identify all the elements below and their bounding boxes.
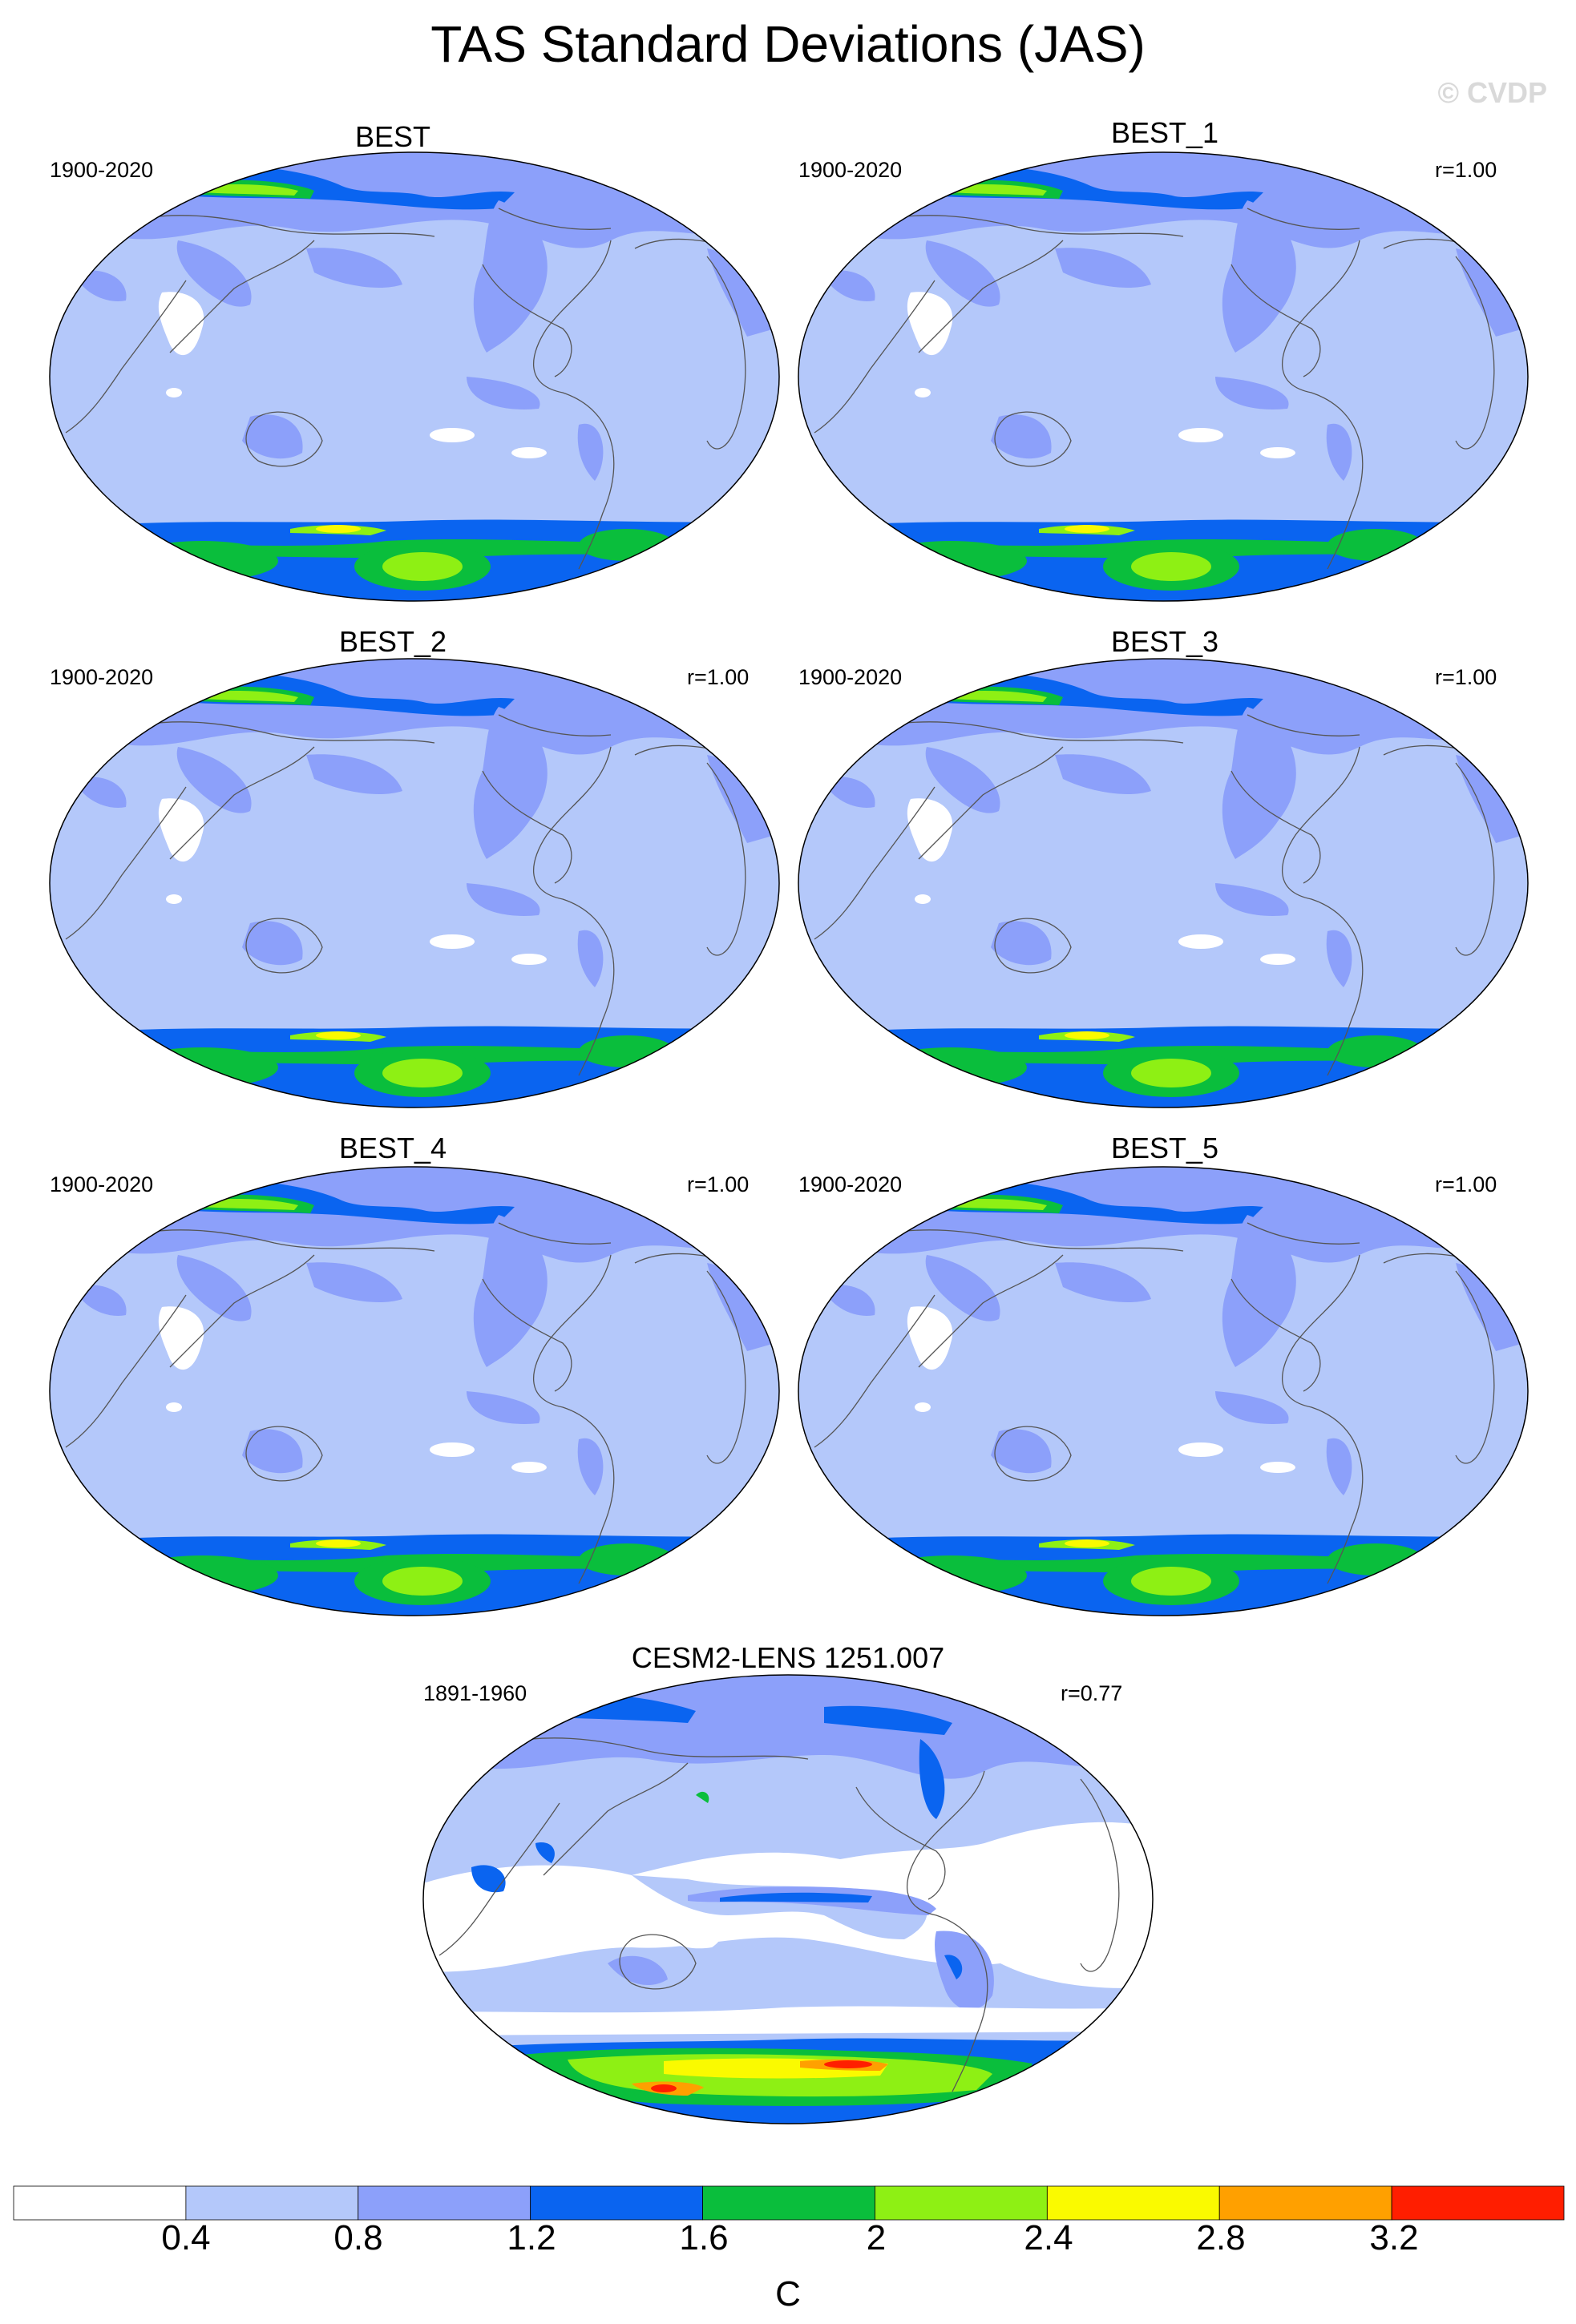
panel-r-cesm2: r=0.77 [1061, 1681, 1123, 1705]
panel-period-best-3: 1900-2020 [798, 665, 903, 689]
panel-r-best-3: r=1.00 [1435, 665, 1497, 689]
panel-period-best-1: 1900-2020 [798, 158, 903, 182]
colorbar-tick-label: 0.8 [333, 2218, 383, 2257]
map-best-3 [798, 659, 1528, 1108]
panel-period-cesm2: 1891-1960 [423, 1681, 527, 1705]
colorbar [13, 2185, 1565, 2221]
map-best-1 [798, 152, 1528, 601]
panel-title-best-3: BEST_3 [1110, 625, 1219, 658]
map-best-5 [798, 1167, 1528, 1616]
panel-r-best-2: r=1.00 [687, 665, 750, 689]
panel-title-best-5: BEST_5 [1110, 1132, 1219, 1164]
colorbar-tick-label: 2 [866, 2218, 887, 2257]
map-cesm2-lens [423, 1675, 1153, 2124]
colorbar-swatch [13, 2185, 187, 2221]
colorbar-tick-label: 2.4 [1024, 2218, 1073, 2257]
panel-title-best-1: BEST_1 [1110, 116, 1219, 149]
colorbar-swatch [185, 2185, 359, 2221]
colorbar-swatch [1218, 2185, 1392, 2221]
colorbar-swatch [702, 2185, 875, 2221]
colorbar-swatch [1391, 2185, 1565, 2221]
colorbar-tick-label: 2.8 [1196, 2218, 1246, 2257]
panel-title-best: BEST [354, 120, 431, 153]
colorbar-tick-label: 3.2 [1369, 2218, 1419, 2257]
panel-title-cesm2: CESM2-LENS 1251.007 [631, 1641, 945, 1674]
colorbar-tick-label: 1.6 [679, 2218, 729, 2257]
panel-title-best-2: BEST_2 [338, 625, 447, 658]
panel-period-best-4: 1900-2020 [50, 1172, 154, 1196]
panel-period-best: 1900-2020 [50, 158, 154, 182]
panel-r-best-5: r=1.00 [1435, 1172, 1497, 1196]
colorbar-tick-label: 0.4 [161, 2218, 211, 2257]
map-best [50, 152, 779, 601]
map-best-2 [50, 659, 779, 1108]
panel-r-best-1: r=1.00 [1435, 158, 1497, 182]
map-best-4 [50, 1167, 779, 1616]
figure-title: TAS Standard Deviations (JAS) [430, 15, 1146, 73]
panel-period-best-2: 1900-2020 [50, 665, 154, 689]
colorbar-units: C [775, 2274, 801, 2314]
panel-title-best-4: BEST_4 [338, 1132, 447, 1164]
panel-period-best-5: 1900-2020 [798, 1172, 903, 1196]
panel-r-best-4: r=1.00 [687, 1172, 750, 1196]
colorbar-swatch [530, 2185, 703, 2221]
cvdp-watermark: © CVDP [1437, 76, 1547, 109]
colorbar-swatch [875, 2185, 1048, 2221]
colorbar-tick-label: 1.2 [507, 2218, 556, 2257]
colorbar-swatch [1046, 2185, 1220, 2221]
colorbar-swatch [358, 2185, 531, 2221]
